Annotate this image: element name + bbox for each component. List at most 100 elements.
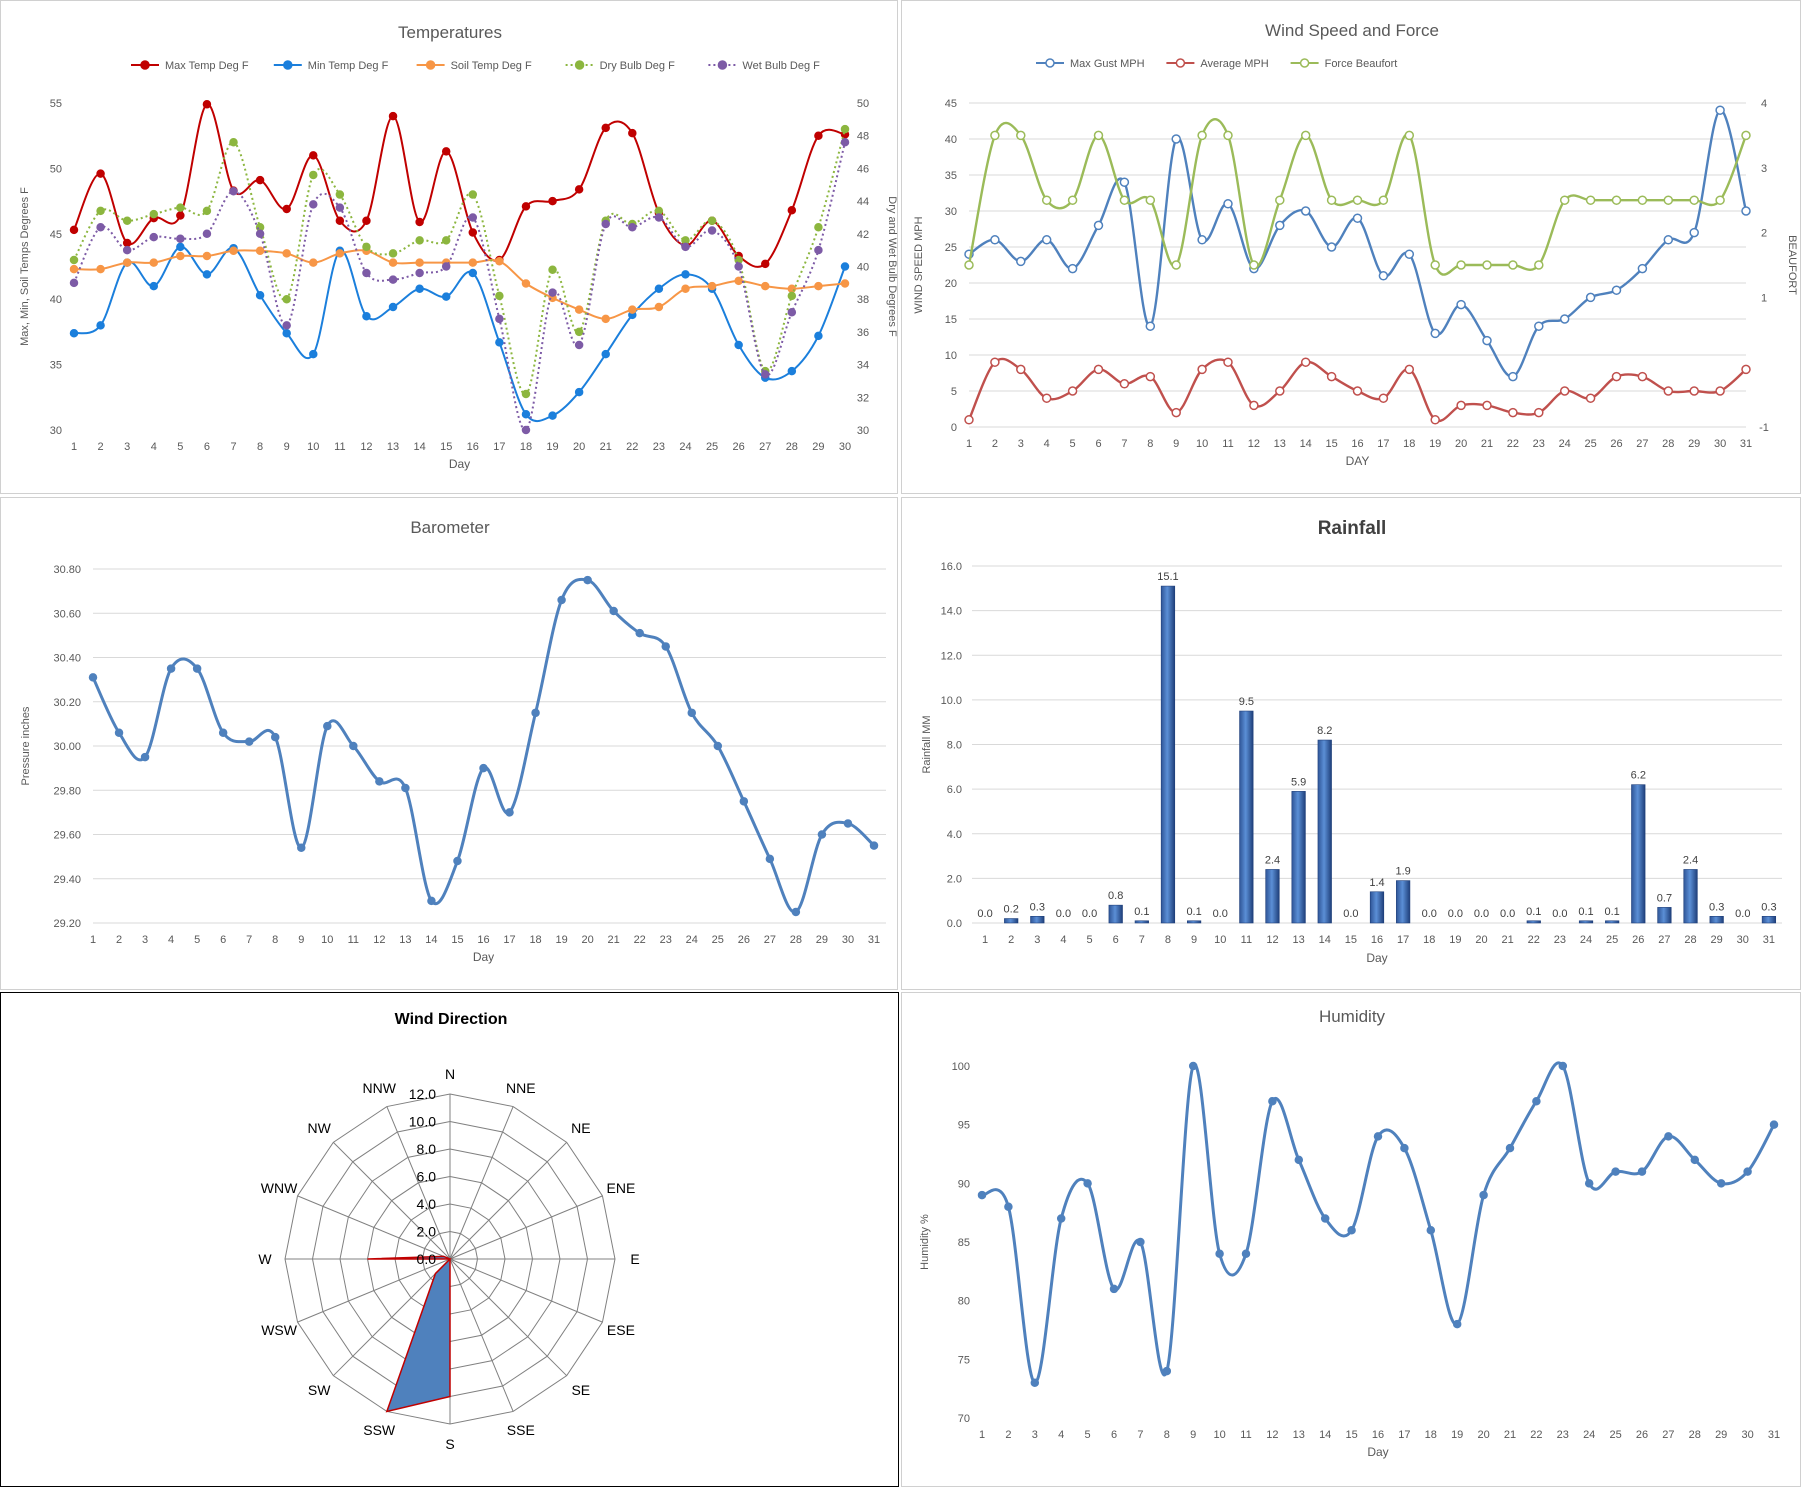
x-tick-label: 16 bbox=[477, 934, 489, 946]
x-tick-label: 5 bbox=[194, 934, 200, 946]
data-point bbox=[548, 288, 557, 297]
data-point bbox=[1479, 1190, 1488, 1200]
data-point bbox=[707, 216, 717, 225]
y-tick-label: 95 bbox=[958, 1120, 970, 1132]
y2-tick-label: 4 bbox=[1761, 98, 1767, 110]
data-label: 9.5 bbox=[1239, 696, 1254, 708]
x-tick-label: 25 bbox=[706, 441, 718, 453]
direction-label: NNW bbox=[362, 1080, 396, 1096]
data-point bbox=[176, 242, 185, 252]
bar bbox=[1291, 791, 1306, 924]
x-axis-label: Day bbox=[1366, 951, 1387, 965]
x-tick-label: 7 bbox=[1139, 934, 1145, 946]
y-axis-label: WIND SPEED MPH bbox=[913, 216, 925, 313]
x-tick-label: 13 bbox=[1274, 438, 1286, 450]
x-tick-label: 14 bbox=[1300, 438, 1312, 450]
data-point bbox=[1145, 195, 1156, 205]
radar-spoke bbox=[332, 1141, 451, 1260]
y-tick-label: 30.00 bbox=[53, 741, 81, 753]
data-point bbox=[495, 314, 504, 324]
data-point bbox=[1452, 1319, 1462, 1329]
x-tick-label: 11 bbox=[1222, 438, 1233, 450]
x-tick-label: 4 bbox=[1044, 438, 1050, 450]
data-point bbox=[1637, 263, 1648, 274]
data-point bbox=[1400, 1143, 1409, 1153]
y-tick-label: 10 bbox=[945, 350, 957, 362]
data-point bbox=[1430, 328, 1440, 339]
x-tick-label: 4 bbox=[168, 934, 174, 946]
data-point bbox=[323, 721, 332, 731]
legend-marker bbox=[717, 60, 728, 70]
radar-spoke bbox=[449, 1258, 514, 1412]
series-line bbox=[73, 103, 846, 268]
data-point bbox=[415, 217, 424, 227]
data-point bbox=[375, 777, 384, 786]
x-tick-label: 1 bbox=[979, 1429, 985, 1441]
data-point bbox=[176, 203, 185, 212]
data-point bbox=[869, 841, 879, 850]
x-tick-label: 29 bbox=[1688, 438, 1700, 450]
data-point bbox=[255, 175, 265, 185]
legend-label: Dry Bulb Deg F bbox=[600, 60, 675, 72]
data-point bbox=[1041, 393, 1052, 403]
data-point bbox=[1715, 195, 1725, 205]
data-point bbox=[531, 708, 540, 718]
data-point bbox=[1056, 1214, 1066, 1223]
data-point bbox=[1004, 1202, 1013, 1212]
direction-label: SE bbox=[571, 1382, 590, 1398]
x-tick-label: 18 bbox=[1403, 438, 1415, 450]
data-point bbox=[468, 213, 478, 222]
x-tick-label: 28 bbox=[790, 934, 802, 946]
y-tick-label: 15 bbox=[945, 314, 957, 326]
x-tick-label: 25 bbox=[1584, 438, 1596, 450]
bar bbox=[1187, 920, 1202, 924]
data-point bbox=[574, 387, 584, 397]
data-point bbox=[1067, 263, 1078, 274]
data-point bbox=[1373, 1132, 1383, 1141]
x-tick-label: 27 bbox=[1662, 1429, 1674, 1441]
x-tick-label: 24 bbox=[1580, 934, 1592, 946]
data-label: 2.4 bbox=[1265, 854, 1280, 866]
radial-tick-label: 6.0 bbox=[417, 1169, 437, 1185]
y2-axis-label: BEAUFORT bbox=[1786, 235, 1798, 295]
y-tick-label: 75 bbox=[958, 1354, 970, 1366]
x-tick-label: 9 bbox=[1191, 934, 1197, 946]
data-point bbox=[468, 258, 478, 267]
x-tick-label: 23 bbox=[1557, 1429, 1569, 1441]
bar bbox=[1317, 739, 1332, 924]
data-point bbox=[1716, 1179, 1726, 1188]
data-point bbox=[1067, 386, 1078, 396]
x-tick-label: 15 bbox=[1325, 438, 1337, 450]
bar bbox=[1369, 891, 1385, 924]
data-label: 6.2 bbox=[1631, 770, 1646, 782]
data-point bbox=[1093, 130, 1104, 141]
data-point bbox=[760, 281, 770, 291]
data-label: 0.0 bbox=[1213, 908, 1228, 920]
data-label: 15.1 bbox=[1157, 571, 1178, 583]
data-point bbox=[1741, 130, 1751, 141]
data-point bbox=[1715, 105, 1725, 115]
data-point bbox=[1482, 335, 1492, 346]
chart-title: Wind Direction bbox=[395, 1011, 508, 1028]
x-tick-label: 15 bbox=[440, 441, 452, 453]
y2-tick-label: 2 bbox=[1761, 228, 1767, 240]
y-axis-label: Rainfall MM bbox=[921, 715, 933, 773]
data-label: 0.0 bbox=[1735, 908, 1750, 920]
y-tick-label: 30.60 bbox=[53, 608, 81, 620]
y2-tick-label: 30 bbox=[857, 425, 869, 437]
bar bbox=[1004, 918, 1019, 924]
x-tick-label: 25 bbox=[712, 934, 724, 946]
x-tick-label: 7 bbox=[1121, 438, 1127, 450]
y-axis-label: Pressure inches bbox=[20, 706, 32, 785]
data-point bbox=[840, 279, 850, 288]
data-point bbox=[479, 763, 488, 773]
data-point bbox=[1741, 364, 1751, 375]
data-point bbox=[96, 206, 105, 216]
y2-tick-label: 34 bbox=[857, 360, 869, 372]
y-tick-label: 10.0 bbox=[941, 695, 962, 707]
series-line bbox=[73, 249, 846, 320]
x-tick-label: 1 bbox=[71, 441, 77, 453]
y2-tick-label: 46 bbox=[857, 163, 869, 175]
direction-label: NNE bbox=[506, 1080, 536, 1096]
data-point bbox=[574, 185, 584, 194]
